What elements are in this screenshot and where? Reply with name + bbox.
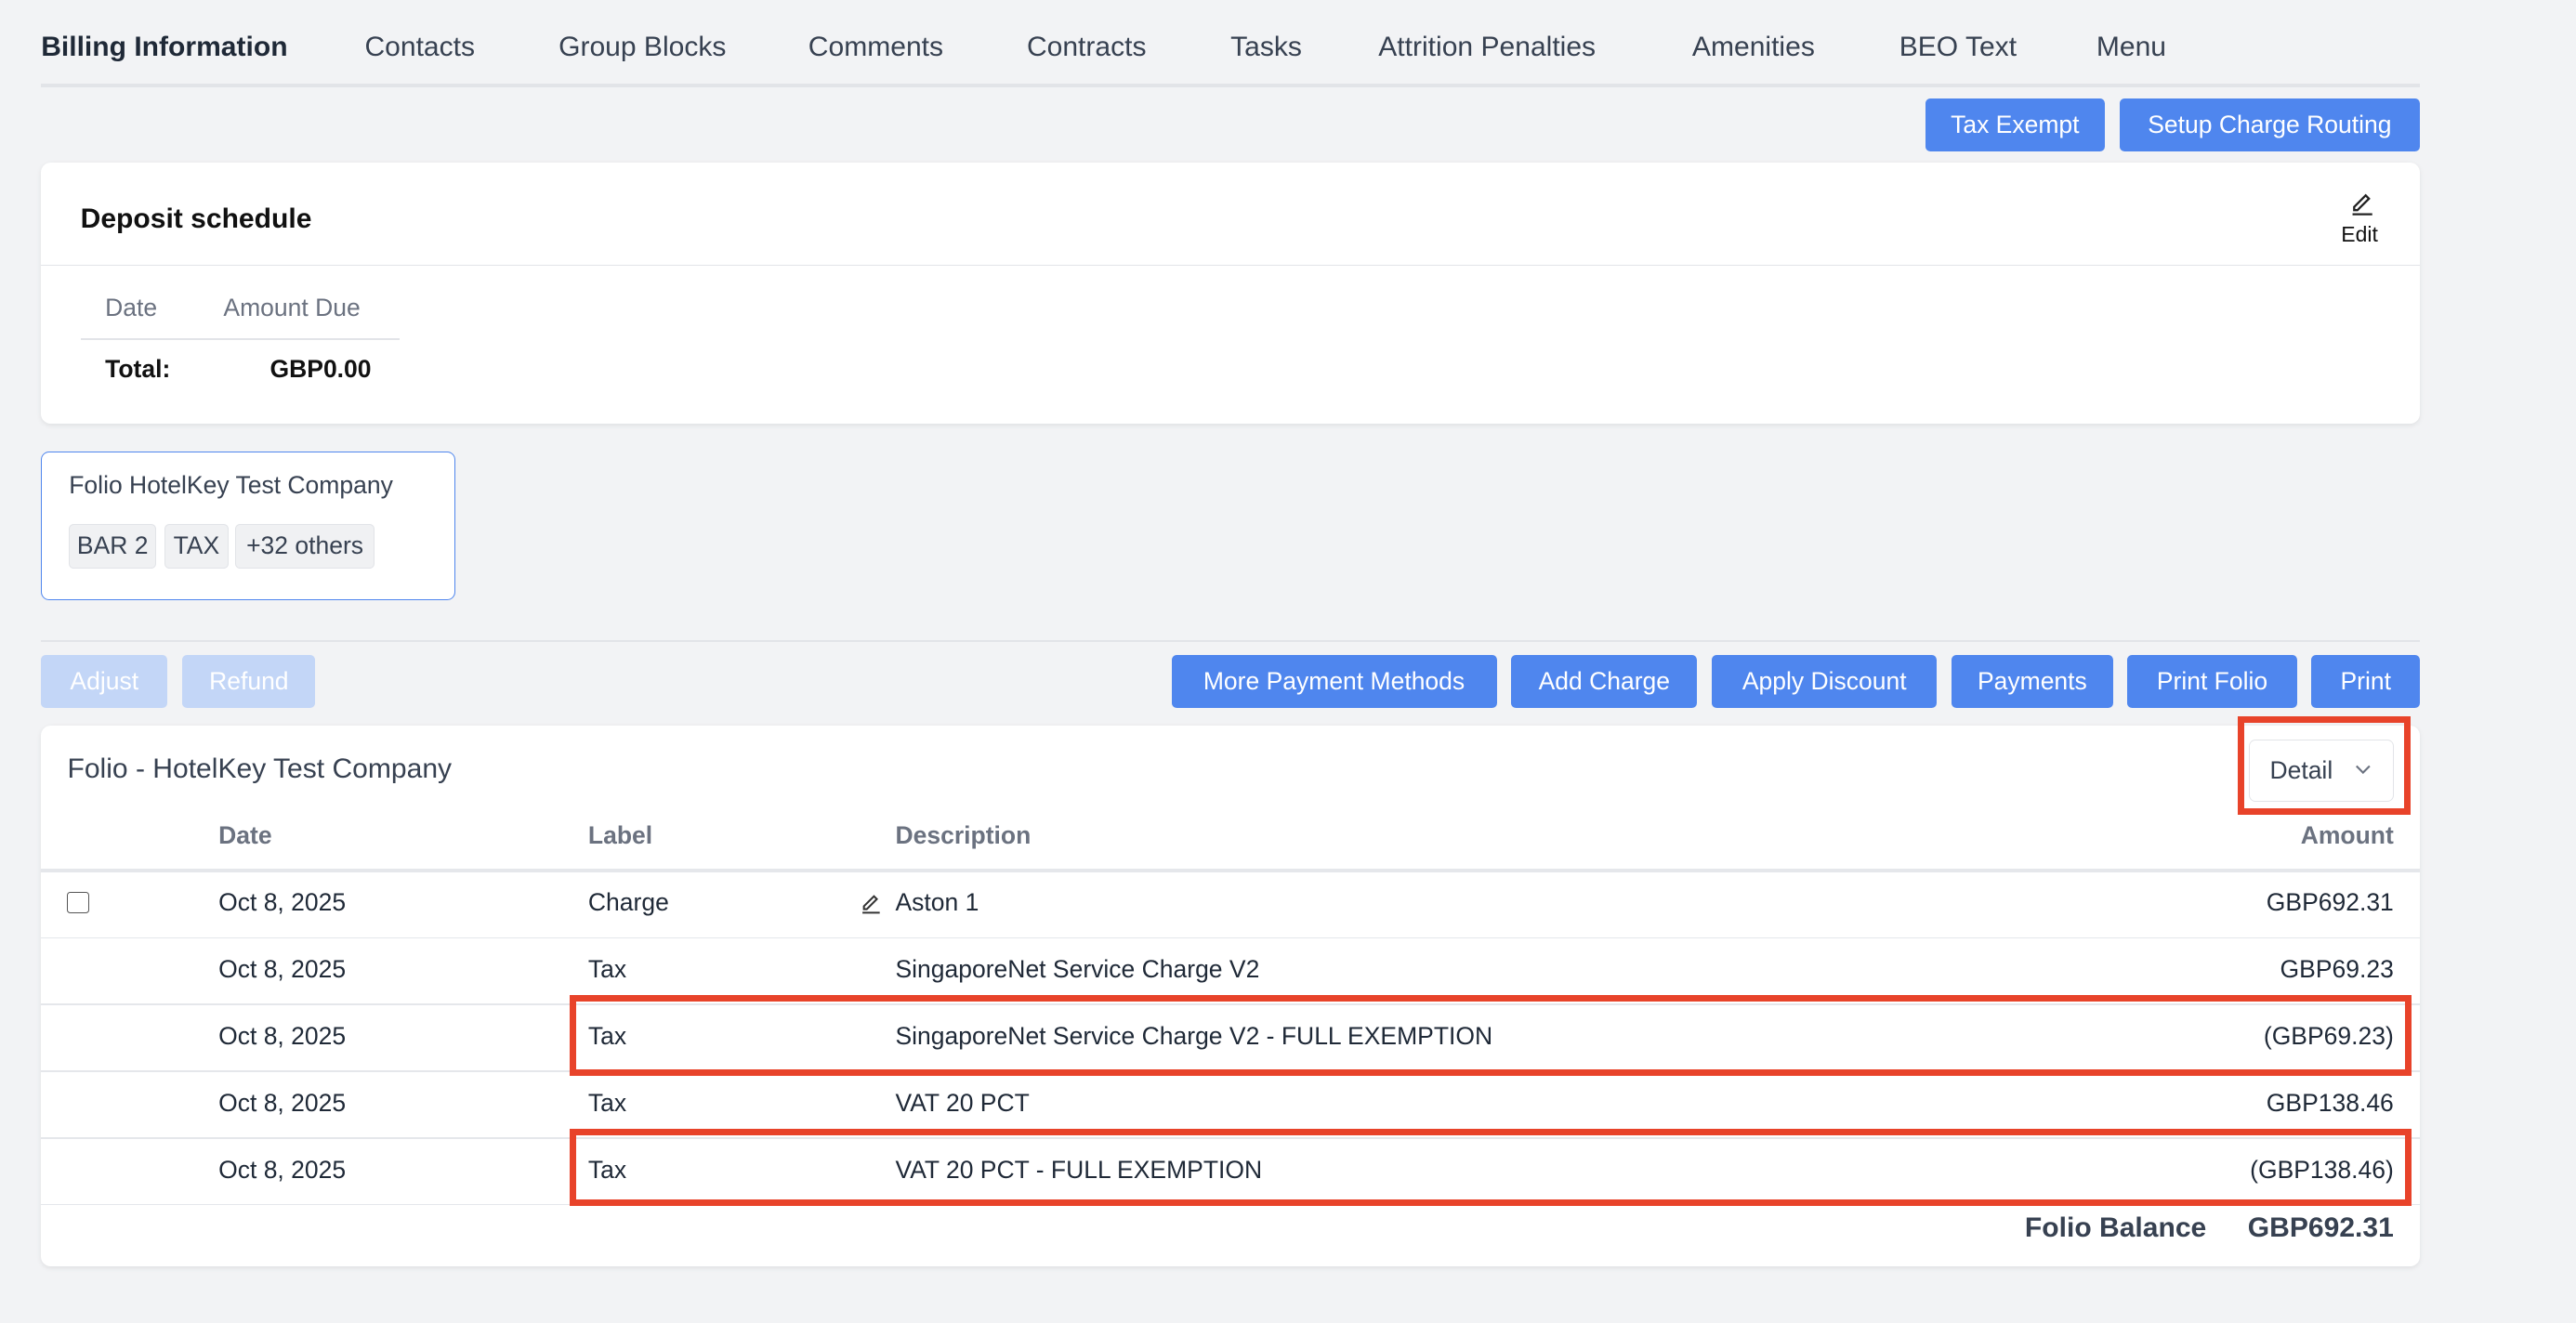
folio-balance-value: GBP692.31 (2247, 1212, 2394, 1243)
tab-comments[interactable]: Comments (808, 31, 944, 62)
deposit-header-divider (41, 264, 2421, 267)
more-payment-methods-button[interactable]: More Payment Methods (1171, 655, 1497, 708)
col-amount: Amount (2300, 820, 2394, 849)
row-checkbox[interactable] (67, 891, 89, 914)
row-divider (41, 1136, 2421, 1139)
table-row: Oct 8, 2025 Tax SingaporeNet Service Charg… (41, 1005, 2420, 1071)
col-date: Date (218, 820, 272, 849)
deposit-table-divider (80, 338, 400, 340)
table-row: Oct 8, 2025 Charge Aston 1 GBP692.31 (41, 872, 2420, 938)
row-amount: (GBP69.23) (2263, 1021, 2394, 1050)
tax-exempt-button[interactable]: Tax Exempt (1925, 98, 2105, 151)
row-amount: GBP138.46 (2266, 1088, 2394, 1117)
tab-contracts[interactable]: Contracts (1026, 31, 1147, 62)
adjust-button[interactable]: Adjust (41, 655, 168, 708)
row-description: SingaporeNet Service Charge V2 (895, 955, 1260, 984)
header-divider (41, 869, 2421, 872)
pencil-icon[interactable] (860, 892, 883, 915)
row-date: Oct 8, 2025 (218, 888, 347, 917)
row-label: Tax (587, 1088, 627, 1117)
deposit-amount-due-header: Amount Due (223, 294, 361, 322)
view-mode-select[interactable]: Detail (2249, 739, 2395, 802)
edit-label: Edit (2341, 221, 2378, 246)
chip-others[interactable]: +32 others (234, 523, 375, 569)
deposit-schedule-card (41, 163, 2421, 425)
table-row: Oct 8, 2025 Tax VAT 20 PCT - FULL EXEMPTIO… (41, 1139, 2420, 1205)
row-description: VAT 20 PCT (895, 1088, 1030, 1117)
row-date: Oct 8, 2025 (218, 1155, 347, 1184)
row-amount: GBP69.23 (2280, 955, 2394, 984)
row-amount: GBP692.31 (2266, 888, 2394, 917)
payments-button[interactable]: Payments (1952, 655, 2113, 708)
highlight-vat-exemption (570, 1128, 2412, 1206)
row-description: VAT 20 PCT - FULL EXEMPTION (895, 1155, 1263, 1184)
tab-tasks[interactable]: Tasks (1230, 31, 1302, 62)
tab-menu[interactable]: Menu (2096, 31, 2166, 62)
row-label: Tax (587, 955, 627, 984)
col-label: Label (587, 820, 653, 849)
row-divider (41, 937, 2421, 939)
row-divider (41, 1003, 2421, 1006)
add-charge-button[interactable]: Add Charge (1511, 655, 1698, 708)
folio-selector-title: Folio HotelKey Test Company (69, 471, 393, 500)
tab-contacts[interactable]: Contacts (364, 31, 476, 62)
folio-balance-label: Folio Balance (2024, 1212, 2207, 1243)
tab-beo-text[interactable]: BEO Text (1899, 31, 2017, 62)
deposit-date-header: Date (105, 294, 158, 322)
pencil-icon (2352, 193, 2372, 216)
tab-billing-information[interactable]: Billing Information (41, 31, 288, 62)
refund-button[interactable]: Refund (182, 655, 316, 708)
section-divider (41, 640, 2421, 643)
deposit-total-label: Total: (105, 354, 171, 383)
tab-group-blocks[interactable]: Group Blocks (559, 31, 727, 62)
chip-bar-2: BAR 2 (69, 523, 157, 569)
highlight-view-select (2237, 715, 2411, 815)
row-label: Charge (587, 888, 669, 917)
tab-amenities[interactable]: Amenities (1691, 31, 1815, 62)
apply-discount-button[interactable]: Apply Discount (1712, 655, 1938, 708)
deposit-total-value: GBP0.00 (269, 354, 372, 383)
print-folio-button[interactable]: Print Folio (2127, 655, 2297, 708)
row-amount: (GBP138.46) (2250, 1155, 2394, 1184)
tab-attrition-penalties[interactable]: Attrition Penalties (1378, 31, 1597, 62)
view-mode-value: Detail (2269, 756, 2333, 785)
row-date: Oct 8, 2025 (218, 955, 347, 984)
print-button[interactable]: Print (2311, 655, 2421, 708)
deposit-schedule-title: Deposit schedule (80, 203, 312, 235)
table-row: Oct 8, 2025 Tax SingaporeNet Service Charg… (41, 939, 2420, 1005)
chevron-down-icon (2356, 766, 2372, 775)
row-label: Tax (587, 1155, 627, 1184)
row-description: Aston 1 (895, 888, 979, 917)
folio-title: Folio - HotelKey Test Company (67, 753, 453, 785)
row-description: SingaporeNet Service Charge V2 - FULL EX… (895, 1021, 1493, 1050)
setup-charge-routing-button[interactable]: Setup Charge Routing (2119, 98, 2421, 151)
col-description: Description (895, 820, 1032, 849)
edit-deposit-button[interactable]: Edit (2330, 188, 2392, 254)
highlight-service-charge-exemption (570, 995, 2412, 1076)
row-date: Oct 8, 2025 (218, 1021, 347, 1050)
table-row: Oct 8, 2025 Tax VAT 20 PCT GBP138.46 (41, 1072, 2420, 1138)
row-label: Tax (587, 1021, 627, 1050)
row-date: Oct 8, 2025 (218, 1088, 347, 1117)
tabs-divider (41, 84, 2421, 87)
chip-tax: TAX (164, 523, 229, 569)
